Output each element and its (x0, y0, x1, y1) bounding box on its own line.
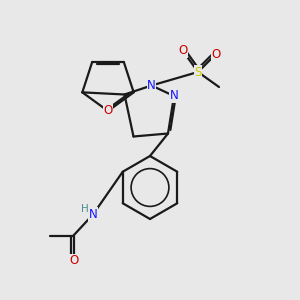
Text: N: N (169, 89, 178, 103)
Text: S: S (194, 65, 202, 79)
Text: N: N (88, 208, 98, 221)
Text: H: H (81, 204, 88, 214)
Text: O: O (212, 47, 220, 61)
Text: N: N (147, 79, 156, 92)
Text: O: O (69, 254, 78, 268)
Text: O: O (103, 104, 112, 118)
Text: O: O (178, 44, 188, 58)
